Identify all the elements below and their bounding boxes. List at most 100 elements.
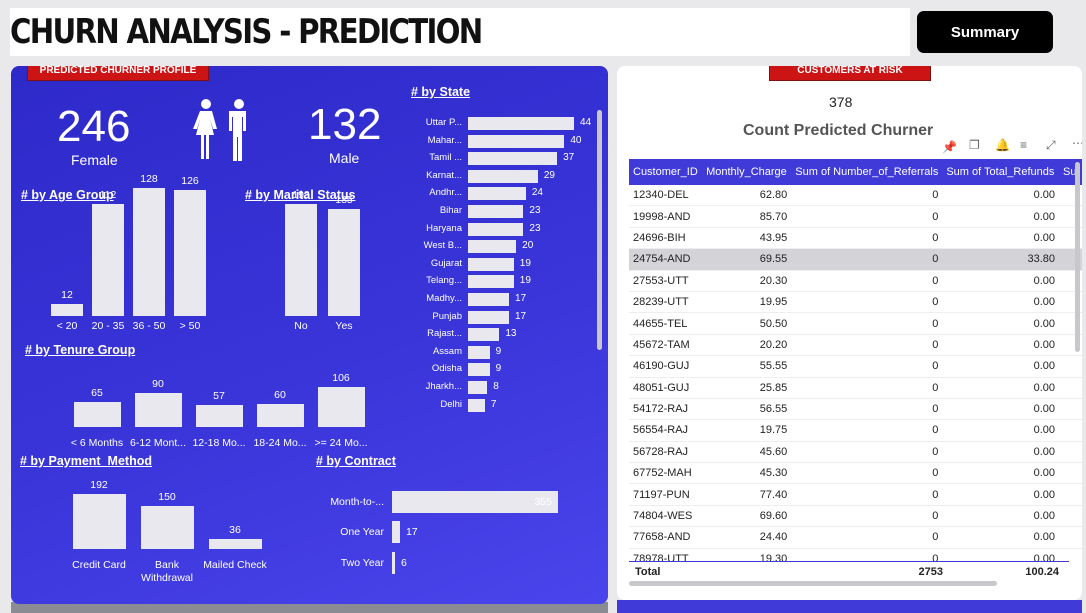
tenure_group-bar-4	[317, 387, 365, 427]
cell-referrals: 0	[791, 419, 943, 442]
state-value-10: 17	[514, 293, 527, 304]
state-label-3: Karnat...	[426, 169, 462, 181]
cell-referrals: 0	[791, 398, 943, 421]
table-row[interactable]: 24754-AND 69.55 0 33.80	[629, 248, 1082, 271]
table-row[interactable]: 78978-UTT 19.30 0 0.00	[629, 548, 1082, 569]
cell-referrals: 0	[791, 462, 943, 485]
table-row[interactable]: 74804-WES 69.60 0 0.00	[629, 505, 1082, 528]
table-row[interactable]: 56728-RAJ 45.60 0 0.00	[629, 441, 1082, 464]
contract-label-2: Two Year	[340, 557, 384, 569]
col-customer-id[interactable]: Customer_ID	[629, 159, 703, 185]
cell-refunds: 0.00	[942, 227, 1060, 250]
state-value-5: 23	[529, 205, 541, 216]
cell-referrals: 0	[791, 291, 943, 314]
cell-referrals: 0	[791, 526, 943, 549]
filter-icon[interactable]: ≡	[1020, 138, 1028, 152]
page-title: CHURN ANALYSIS - PREDICTION	[10, 12, 483, 52]
table-row[interactable]: 27553-UTT 20.30 0 0.00	[629, 270, 1082, 292]
cell-referrals: 0	[791, 312, 943, 335]
state-value-0: 44	[580, 117, 592, 128]
cell-monthly-charge: 45.30	[702, 462, 792, 485]
state-label-10: Madhy...	[426, 293, 462, 304]
tenure_group-bar-2	[195, 405, 243, 427]
tenure_group-label-3: 18-24 Mo...	[253, 437, 307, 449]
col-referrals[interactable]: Sum of Number_of_Referrals	[791, 159, 943, 185]
summary-button[interactable]: Summary	[917, 11, 1053, 53]
cell-monthly-charge: 19.95	[702, 291, 792, 314]
cell-customer-id: 54172-RAJ	[629, 398, 703, 421]
expand-icon[interactable]: ⤢	[1046, 138, 1056, 152]
cell-extra	[1059, 419, 1082, 442]
table-row[interactable]: 77658-AND 24.40 0 0.00	[629, 526, 1082, 549]
cell-monthly-charge: 62.80	[702, 185, 792, 207]
cell-customer-id: 77658-AND	[629, 526, 703, 549]
state-label-8: Gujarat	[430, 257, 462, 269]
cell-referrals: 0	[791, 185, 943, 207]
table-row[interactable]: 71197-PUN 77.40 0 0.00	[629, 483, 1082, 506]
payment_method-value-2: 36	[229, 523, 241, 536]
table-row[interactable]: 12340-DEL 62.80 0 0.00	[629, 185, 1082, 207]
tenure_group-bar-3	[256, 404, 304, 427]
cell-refunds: 0.00	[942, 355, 1060, 378]
state-value-14: 9	[495, 363, 502, 375]
copy-icon[interactable]: ❐	[969, 138, 980, 152]
cell-monthly-charge: 69.60	[702, 505, 792, 528]
table-row[interactable]: 24696-BIH 43.95 0 0.00	[629, 227, 1082, 250]
state-value-15: 8	[493, 381, 499, 392]
cell-extra	[1059, 462, 1082, 485]
age_group-value-1: 112	[99, 189, 117, 201]
table-horizontal-scrollbar[interactable]	[629, 581, 997, 586]
cell-customer-id: 12340-DEL	[629, 185, 703, 207]
table-row[interactable]: 46190-GUJ 55.55 0 0.00	[629, 355, 1082, 378]
cell-refunds: 0.00	[942, 312, 1060, 335]
more-icon[interactable]: ⋯	[1072, 136, 1082, 150]
table-row[interactable]: 45672-TAM 20.20 0 0.00	[629, 334, 1082, 357]
cell-referrals: 0	[791, 334, 943, 357]
cell-extra	[1059, 548, 1082, 569]
state-bar-3	[468, 169, 538, 183]
state-value-1: 40	[570, 134, 582, 146]
state-bar-1	[468, 134, 565, 148]
table-row[interactable]: 28239-UTT 19.95 0 0.00	[629, 291, 1082, 314]
total-referrals: 2753	[918, 566, 943, 578]
payment_method-bar-2	[208, 538, 262, 549]
table-row[interactable]: 56554-RAJ 19.75 0 0.00	[629, 419, 1082, 442]
cell-extra	[1059, 441, 1082, 464]
cell-refunds: 0.00	[942, 419, 1060, 442]
left-panel-shadow	[11, 602, 608, 613]
table-row[interactable]: 48051-GUJ 25.85 0 0.00	[629, 377, 1082, 399]
cell-monthly-charge: 19.30	[702, 548, 792, 569]
table-header-row: Customer_ID Monthly_Charge Sum of Number…	[629, 159, 1082, 185]
payment_method-label-2: Mailed Check	[203, 559, 267, 571]
table-row[interactable]: 44655-TEL 50.50 0 0.00	[629, 312, 1082, 335]
age_group-label-1: 20 - 35	[91, 320, 125, 332]
contract-bar-2	[392, 552, 395, 574]
cell-customer-id: 67752-MAH	[629, 462, 703, 485]
tenure_group-label-0: < 6 Months	[70, 437, 124, 449]
cell-referrals: 0	[791, 270, 943, 292]
contract-bar-0	[392, 491, 558, 513]
state-chart-scrollbar[interactable]	[597, 110, 602, 350]
marital_status-bar-0	[285, 204, 317, 316]
col-refunds[interactable]: Sum of Total_Refunds	[942, 159, 1060, 185]
state-label-5: Bihar	[439, 205, 462, 216]
table-row[interactable]: 67752-MAH 45.30 0 0.00	[629, 462, 1082, 485]
tenure_group-value-3: 60	[274, 389, 286, 402]
risk-tag: CUSTOMERS AT RISK	[769, 66, 931, 81]
table-vertical-scrollbar[interactable]	[1075, 162, 1080, 352]
table-row[interactable]: 54172-RAJ 56.55 0 0.00	[629, 398, 1082, 421]
bell-icon[interactable]: 🔔	[995, 138, 1010, 152]
cell-monthly-charge: 24.40	[702, 526, 792, 549]
pin-icon[interactable]: 📌	[942, 140, 957, 154]
state-value-11: 17	[514, 310, 527, 322]
state-bar-16	[468, 398, 485, 412]
male-count: 132	[308, 100, 382, 149]
cell-customer-id: 19998-AND	[629, 205, 703, 228]
marital_status-label-0: No	[294, 320, 308, 332]
age_group-bar-3	[174, 190, 206, 316]
marital-status-title: # by Marital Status	[245, 188, 356, 202]
tenure_group-value-2: 57	[213, 390, 225, 403]
customers-at-risk-panel: CUSTOMERS AT RISK 378 Count Predicted Ch…	[617, 66, 1082, 600]
table-row[interactable]: 19998-AND 85.70 0 0.00	[629, 205, 1082, 228]
col-monthly-charge[interactable]: Monthly_Charge	[702, 159, 792, 185]
